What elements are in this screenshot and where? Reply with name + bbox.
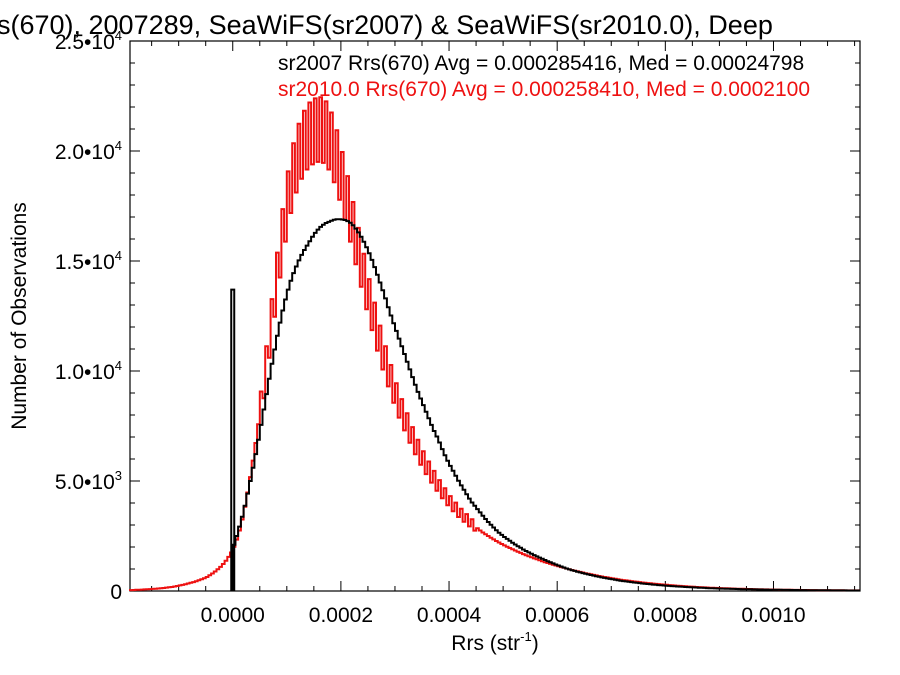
series-line-sr2007	[231, 218, 860, 592]
x-axis-label-close: )	[532, 632, 539, 655]
y-tick-label: 1.0•104	[55, 358, 122, 384]
x-tick-label: 0.0000	[201, 604, 265, 627]
x-tick-label: 0.0008	[633, 604, 697, 627]
y-axis-label: Number of Observations	[8, 202, 31, 430]
x-axis-label-sup: -1	[520, 629, 532, 644]
series-spike-sr2007	[230, 288, 236, 591]
x-axis-label: Rrs (str-1)	[451, 629, 538, 655]
x-tick-label: 0.0010	[741, 604, 805, 627]
x-tick-label: 0.0002	[309, 604, 373, 627]
series-layer	[129, 96, 860, 592]
y-tick-label: 0	[110, 581, 122, 604]
x-tick-label: 0.0004	[417, 604, 482, 627]
chart-title: rs(670), 2007289, SeaWiFS(sr2007) & SeaW…	[0, 10, 773, 40]
y-tick-label: 2.5•104	[55, 28, 122, 54]
series-line-sr2010-0	[129, 96, 860, 592]
legend-entry-sr2010: sr2010.0 Rrs(670) Avg = 0.000258410, Med…	[278, 78, 810, 101]
y-tick-label: 2.0•104	[55, 138, 122, 164]
x-axis-label-main: Rrs (str	[451, 632, 520, 655]
legend-entry-sr2007: sr2007 Rrs(670) Avg = 0.000285416, Med =…	[278, 52, 804, 75]
y-tick-label: 1.5•104	[55, 248, 122, 274]
y-tick-label: 5.0•103	[55, 468, 122, 494]
plot-frame	[129, 40, 861, 592]
x-tick-label: 0.0006	[525, 604, 589, 627]
x-axis: 0.0000 0.0002 0.0004 0.0006 0.0008 0.0010	[151, 41, 856, 627]
